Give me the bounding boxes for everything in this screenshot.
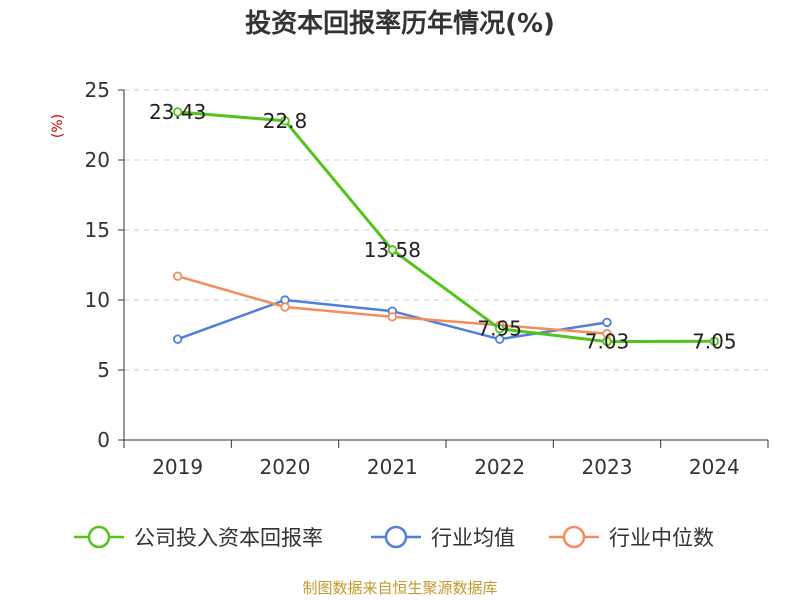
series-line: [176, 274, 609, 335]
data-point: [280, 116, 290, 126]
data-label: 22.8: [263, 109, 308, 133]
data-point: [387, 245, 398, 255]
y-tick-label: 20: [85, 148, 110, 172]
grid-layer: [124, 89, 768, 371]
series-0: [172, 107, 720, 347]
chart-title: 投资本回报率历年情况(%): [245, 8, 555, 39]
data-label: 7.95: [477, 317, 522, 341]
y-tick-label: 0: [97, 428, 110, 452]
source-note: 制图数据来自恒生聚源数据库: [302, 579, 497, 597]
x-tick-label: 2023: [582, 455, 633, 479]
legend-item[interactable]: 行业中位数: [549, 525, 714, 550]
data-point: [172, 334, 183, 344]
labels-layer: 23.43 22.8 13.58 7.95 7.03 7.05: [149, 100, 737, 354]
data-point: [494, 334, 505, 344]
series-layer: [172, 107, 720, 347]
axes-layer: 0 5 10 15 20 25 2019 2020 2021 2022 2023 2024: [85, 78, 769, 479]
legend-marker: [87, 525, 111, 549]
data-label: 7.03: [585, 330, 630, 354]
x-tick-label: 2019: [152, 455, 203, 479]
data-point: [494, 324, 505, 334]
data-label: 13.58: [364, 238, 421, 262]
data-point: [280, 302, 290, 312]
legend-marker: [562, 525, 586, 549]
legend-label: 行业中位数: [609, 526, 714, 550]
y-tick-label: 15: [85, 218, 110, 242]
series-line: [176, 110, 716, 344]
data-point: [602, 317, 612, 328]
data-point: [387, 312, 398, 322]
data-point: [172, 271, 183, 281]
data-point: [602, 336, 612, 347]
x-tick-label: 2020: [260, 455, 311, 479]
x-tick-label: 2021: [367, 455, 418, 479]
x-tick-label: 2022: [474, 455, 525, 479]
legend-label: 行业均值: [431, 526, 515, 550]
y-tick-label: 10: [85, 288, 110, 312]
x-tick-label: 2024: [689, 455, 740, 479]
data-point: [172, 107, 183, 117]
data-point: [709, 336, 720, 346]
series-2: [172, 271, 612, 339]
legend-label: 公司投入资本回报率: [134, 526, 323, 550]
y-axis-label: (%): [50, 114, 66, 138]
legend-marker: [384, 525, 408, 549]
y-tick-label: 5: [97, 358, 110, 382]
data-label: 7.05: [692, 329, 737, 353]
legend: 公司投入资本回报率 行业均值 行业中位数: [74, 525, 714, 550]
legend-item[interactable]: 行业均值: [371, 525, 515, 550]
legend-item[interactable]: 公司投入资本回报率: [74, 525, 323, 550]
y-tick-label: 25: [85, 78, 110, 102]
data-label: 23.43: [149, 100, 206, 124]
